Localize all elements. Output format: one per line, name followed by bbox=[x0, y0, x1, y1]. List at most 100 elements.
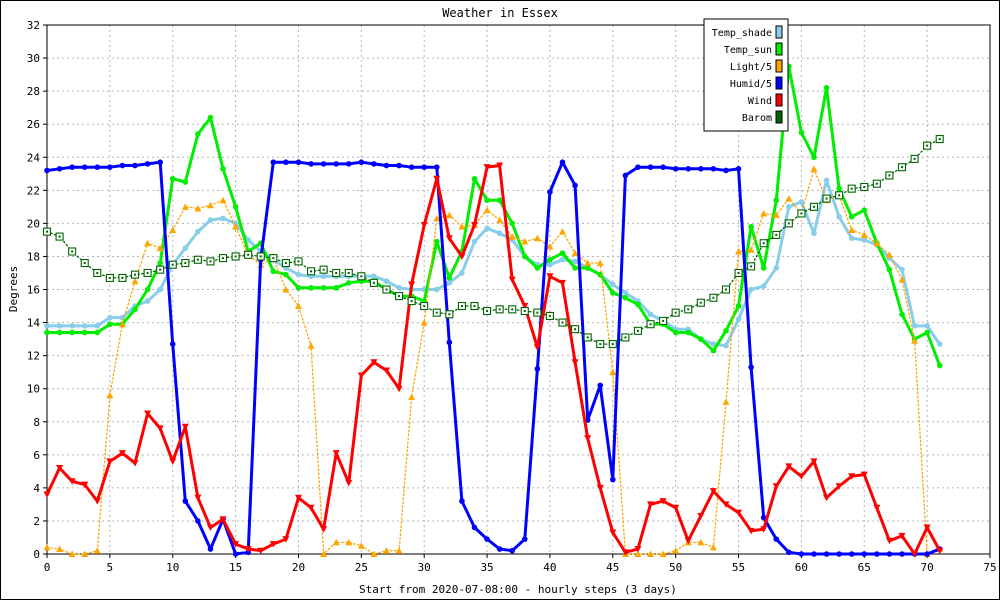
data-point-wind bbox=[936, 547, 944, 555]
legend-label-barom: Barom bbox=[742, 113, 772, 124]
y-tick-label: 10 bbox=[27, 383, 40, 396]
data-point-light-5 bbox=[43, 543, 51, 551]
data-point-light-5 bbox=[357, 542, 365, 549]
data-point-temp-sun bbox=[433, 238, 440, 245]
data-point-light-5 bbox=[735, 247, 743, 255]
legend-label-temp-shade: Temp_shade bbox=[712, 28, 772, 39]
data-point-wind bbox=[206, 524, 214, 532]
data-point-temp-shade bbox=[647, 311, 654, 318]
y-tick-label: 30 bbox=[27, 52, 40, 65]
data-point-humid-5 bbox=[157, 159, 163, 166]
legend-swatch-wind bbox=[775, 93, 783, 107]
data-point-humid-5 bbox=[823, 551, 830, 557]
data-point-barom-center bbox=[146, 271, 149, 274]
data-point-humid-5 bbox=[132, 162, 138, 169]
y-tick-label: 22 bbox=[27, 184, 40, 197]
data-point-wind bbox=[282, 536, 290, 543]
data-point-wind bbox=[709, 488, 717, 495]
y-tick-label: 6 bbox=[33, 449, 40, 462]
data-point-temp-sun bbox=[169, 175, 176, 182]
data-point-wind bbox=[408, 281, 416, 289]
legend-swatch-light-5 bbox=[775, 59, 783, 73]
data-point-barom-center bbox=[548, 314, 551, 317]
data-point-humid-5 bbox=[182, 498, 189, 504]
data-point-barom-center bbox=[511, 308, 514, 311]
data-point-wind bbox=[118, 450, 126, 457]
data-point-temp-sun bbox=[509, 220, 516, 227]
data-point-temp-sun bbox=[748, 223, 754, 230]
data-point-barom-center bbox=[310, 270, 313, 273]
data-point-light-5 bbox=[131, 277, 139, 285]
data-point-temp-sun bbox=[899, 311, 905, 318]
data-point-temp-sun bbox=[182, 179, 189, 185]
data-point-temp-shade bbox=[56, 323, 63, 329]
data-point-humid-5 bbox=[484, 536, 490, 542]
data-point-wind bbox=[219, 516, 227, 523]
data-point-barom-center bbox=[624, 336, 627, 339]
data-point-light-5 bbox=[722, 398, 730, 405]
data-point-humid-5 bbox=[308, 161, 314, 167]
data-point-barom-center bbox=[71, 250, 74, 253]
data-point-barom-center bbox=[448, 313, 451, 316]
data-point-barom-center bbox=[938, 138, 941, 141]
x-tick-label: 0 bbox=[44, 561, 51, 574]
data-point-barom-center bbox=[586, 336, 589, 339]
data-point-temp-sun bbox=[94, 329, 101, 336]
data-point-wind bbox=[81, 481, 89, 489]
data-point-humid-5 bbox=[107, 164, 113, 170]
data-point-humid-5 bbox=[433, 164, 440, 170]
data-point-temp-shade bbox=[371, 273, 377, 280]
data-point-humid-5 bbox=[471, 524, 478, 531]
data-point-wind bbox=[584, 435, 592, 442]
data-point-light-5 bbox=[521, 238, 529, 245]
x-tick-label: 30 bbox=[418, 561, 431, 574]
data-point-temp-shade bbox=[44, 323, 50, 329]
x-tick-label: 50 bbox=[669, 561, 682, 574]
data-point-temp-shade bbox=[710, 341, 717, 347]
data-point-temp-shade bbox=[861, 237, 868, 243]
data-point-wind bbox=[596, 484, 604, 492]
data-point-wind bbox=[609, 529, 617, 537]
data-point-wind bbox=[68, 478, 76, 485]
data-point-wind bbox=[332, 450, 340, 457]
legend-swatch-humid-5 bbox=[775, 76, 783, 90]
data-point-wind bbox=[144, 410, 152, 417]
data-point-wind bbox=[823, 494, 831, 502]
data-point-light-5 bbox=[206, 201, 214, 209]
data-point-light-5 bbox=[56, 545, 64, 553]
data-point-temp-shade bbox=[220, 215, 226, 222]
data-point-humid-5 bbox=[333, 161, 339, 167]
data-point-humid-5 bbox=[232, 551, 239, 557]
data-point-barom-center bbox=[410, 300, 413, 303]
data-point-light-5 bbox=[848, 226, 856, 233]
data-point-temp-shade bbox=[823, 177, 830, 184]
data-point-temp-sun bbox=[295, 285, 302, 291]
data-point-humid-5 bbox=[660, 164, 666, 170]
data-point-wind bbox=[634, 546, 642, 553]
data-point-wind bbox=[659, 498, 667, 505]
legend-label-temp-sun: Temp_sun bbox=[724, 45, 772, 56]
data-point-wind bbox=[232, 541, 240, 548]
data-point-humid-5 bbox=[672, 166, 679, 172]
data-point-humid-5 bbox=[547, 189, 553, 195]
data-point-light-5 bbox=[496, 216, 504, 224]
data-point-wind bbox=[885, 537, 893, 545]
data-point-barom-center bbox=[875, 182, 878, 185]
data-point-barom-center bbox=[435, 311, 438, 314]
data-point-temp-shade bbox=[572, 258, 578, 265]
data-point-light-5 bbox=[395, 547, 403, 554]
data-point-temp-shade bbox=[81, 323, 88, 329]
data-point-wind bbox=[747, 527, 755, 535]
y-tick-label: 0 bbox=[33, 548, 40, 561]
data-point-wind bbox=[860, 471, 868, 479]
data-point-temp-shade bbox=[295, 271, 302, 278]
data-point-barom-center bbox=[611, 343, 614, 346]
data-point-barom-center bbox=[272, 257, 275, 260]
data-point-barom-center bbox=[699, 301, 702, 304]
data-point-barom-center bbox=[775, 233, 778, 236]
data-point-temp-shade bbox=[836, 213, 842, 220]
data-point-temp-shade bbox=[471, 238, 478, 245]
data-point-wind bbox=[546, 273, 554, 280]
data-point-wind bbox=[571, 359, 579, 366]
